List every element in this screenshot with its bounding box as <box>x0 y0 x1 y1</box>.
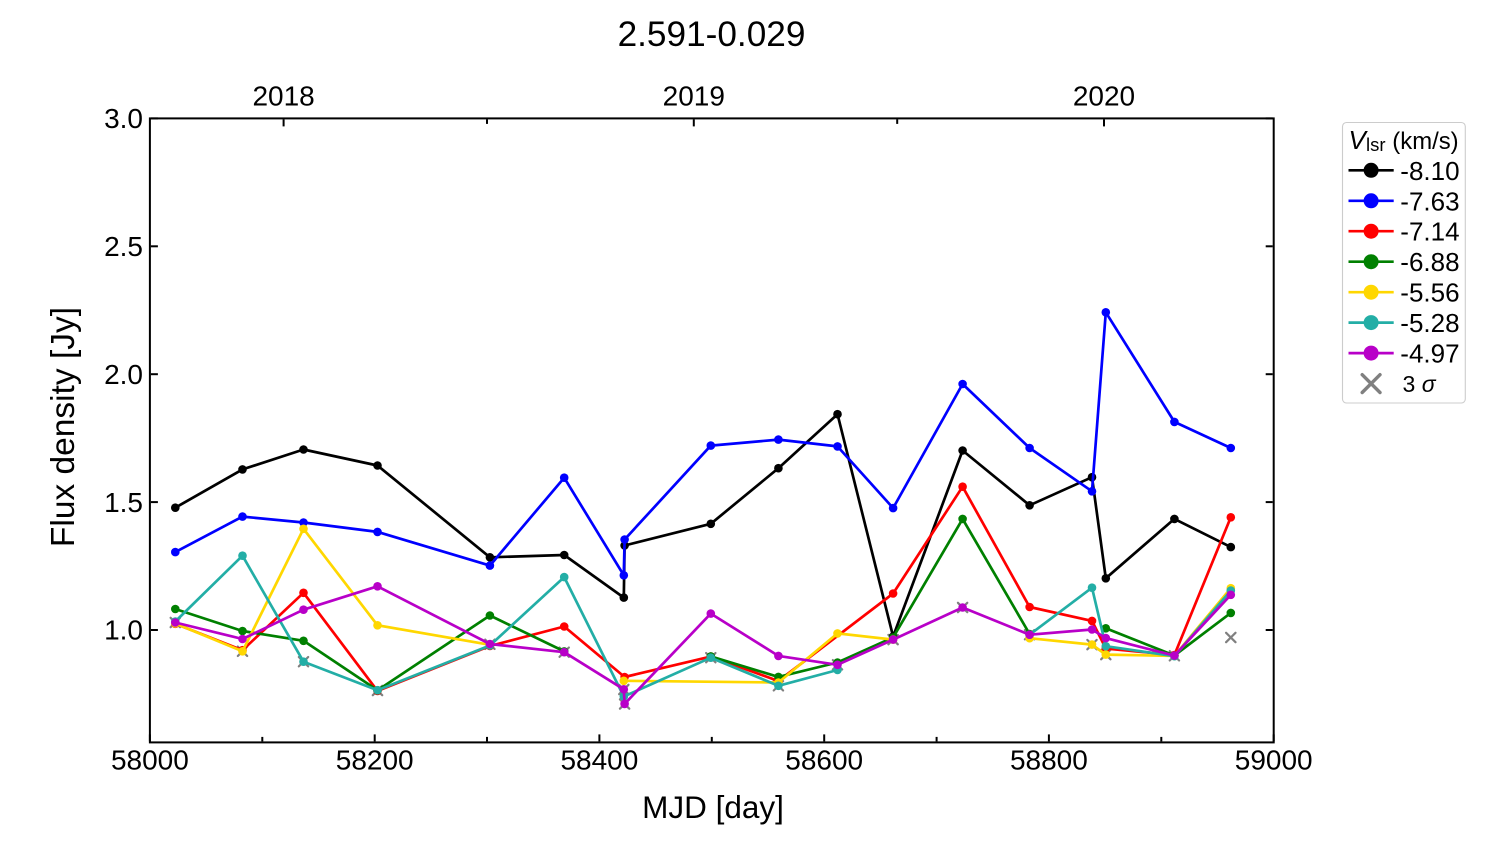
svg-text:2.5: 2.5 <box>104 231 143 262</box>
svg-text:-5.56: -5.56 <box>1400 278 1459 308</box>
svg-text:58600: 58600 <box>785 745 863 776</box>
svg-text:58000: 58000 <box>111 745 189 776</box>
svg-text:59000: 59000 <box>1235 745 1313 776</box>
svg-text:2018: 2018 <box>252 80 314 111</box>
svg-text:2019: 2019 <box>663 80 725 111</box>
svg-text:1.5: 1.5 <box>104 487 143 518</box>
svg-text:-7.63: -7.63 <box>1400 186 1459 216</box>
svg-text:MJD [day]: MJD [day] <box>642 789 784 825</box>
svg-text:58400: 58400 <box>560 745 638 776</box>
svg-text:-8.10: -8.10 <box>1400 156 1459 186</box>
svg-text:-7.14: -7.14 <box>1400 217 1459 247</box>
svg-text:-5.28: -5.28 <box>1400 308 1459 338</box>
svg-text:V: V <box>1349 125 1369 155</box>
svg-text:(km/s): (km/s) <box>1392 128 1458 155</box>
svg-text:-4.97: -4.97 <box>1400 339 1459 369</box>
svg-text:58200: 58200 <box>336 745 414 776</box>
svg-text:2.0: 2.0 <box>104 359 143 390</box>
svg-text:2020: 2020 <box>1073 80 1135 111</box>
svg-text:1.0: 1.0 <box>104 615 143 646</box>
svg-text:2.591-0.029: 2.591-0.029 <box>618 15 806 54</box>
svg-text:-6.88: -6.88 <box>1400 247 1459 277</box>
svg-text:3.0: 3.0 <box>104 103 143 134</box>
svg-text:58800: 58800 <box>1010 745 1088 776</box>
svg-text:lsr: lsr <box>1366 134 1386 155</box>
svg-text:3 σ: 3 σ <box>1403 371 1437 397</box>
svg-text:Flux density [Jy]: Flux density [Jy] <box>45 307 82 547</box>
